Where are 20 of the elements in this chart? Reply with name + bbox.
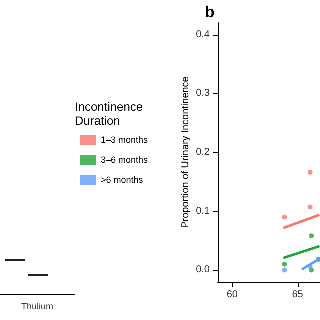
chart-title: b	[205, 4, 215, 22]
x-tick-label: 60	[226, 290, 238, 300]
point	[282, 268, 288, 273]
y-tick-label: 0.2	[196, 147, 210, 158]
legend-title: Incontinence Duration	[75, 100, 144, 128]
y-tick-label: 0.0	[196, 264, 210, 276]
point	[308, 204, 313, 210]
legend-label: 3–6 months	[101, 155, 149, 165]
point	[282, 262, 288, 267]
y-tick-label: 0.3	[196, 88, 210, 100]
point	[309, 234, 314, 239]
y-axis-title: Proportion of Urinary Incontinence	[180, 76, 192, 228]
category-label: Thulium	[21, 302, 54, 312]
y-tick-label: 0.4	[196, 29, 210, 40]
x-tick-label: 65	[292, 290, 304, 300]
legend-label: >6 months	[101, 175, 144, 185]
point	[282, 214, 288, 220]
legend-label: 1–3 months	[101, 135, 149, 145]
point	[308, 170, 313, 176]
y-tick-label: 0.1	[196, 206, 210, 217]
